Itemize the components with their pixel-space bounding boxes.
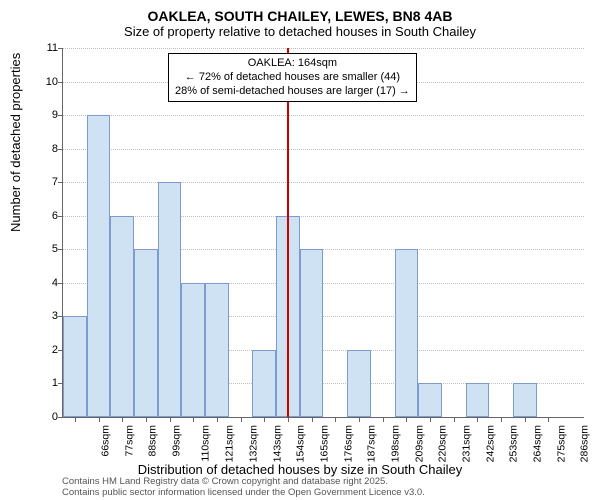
x-tick-label: 154sqm	[295, 425, 307, 462]
callout-smaller: ← 72% of detached houses are smaller (44…	[175, 71, 410, 85]
x-tick-mark	[501, 417, 502, 422]
y-tick-mark	[58, 216, 63, 217]
y-tick-label: 5	[34, 243, 58, 255]
gridline	[63, 48, 584, 49]
x-tick-label: 231sqm	[460, 425, 472, 462]
x-tick-label: 88sqm	[147, 425, 159, 457]
y-tick-label: 7	[34, 176, 58, 188]
x-tick-label: 198sqm	[389, 425, 401, 462]
x-tick-mark	[383, 417, 384, 422]
histogram-bar	[418, 383, 442, 417]
x-tick-mark	[359, 417, 360, 422]
page-subtitle: Size of property relative to detached ho…	[0, 24, 600, 43]
x-tick-label: 165sqm	[318, 425, 330, 462]
gridline	[63, 115, 584, 116]
chart-area: OAKLEA: 164sqm← 72% of detached houses a…	[62, 48, 584, 418]
x-tick-label: 77sqm	[123, 425, 135, 457]
x-tick-label: 220sqm	[437, 425, 449, 462]
x-tick-mark	[122, 417, 123, 422]
x-tick-label: 286sqm	[579, 425, 591, 462]
histogram-bar	[205, 283, 229, 417]
histogram-bar	[347, 350, 371, 417]
y-tick-mark	[58, 115, 63, 116]
page-title: OAKLEA, SOUTH CHAILEY, LEWES, BN8 4AB	[0, 0, 600, 24]
x-tick-mark	[193, 417, 194, 422]
y-tick-label: 4	[34, 277, 58, 289]
x-tick-label: 66sqm	[99, 425, 111, 457]
x-tick-label: 176sqm	[342, 425, 354, 462]
histogram-bar	[87, 115, 111, 417]
histogram-bar	[110, 216, 134, 417]
histogram-bar	[134, 249, 158, 417]
reference-line	[287, 48, 289, 417]
x-tick-label: 264sqm	[531, 425, 543, 462]
x-tick-label: 110sqm	[199, 425, 211, 462]
x-tick-label: 209sqm	[413, 425, 425, 462]
histogram-bar	[181, 283, 205, 417]
x-tick-mark	[264, 417, 265, 422]
histogram-bar	[300, 249, 324, 417]
x-tick-mark	[430, 417, 431, 422]
y-tick-label: 11	[34, 42, 58, 54]
y-tick-mark	[58, 283, 63, 284]
x-tick-mark	[454, 417, 455, 422]
chart-container: OAKLEA, SOUTH CHAILEY, LEWES, BN8 4AB Si…	[0, 0, 600, 500]
x-tick-label: 242sqm	[484, 425, 496, 462]
y-tick-label: 9	[34, 109, 58, 121]
histogram-bar	[466, 383, 490, 417]
x-axis-label: Distribution of detached houses by size …	[0, 462, 600, 477]
y-tick-mark	[58, 417, 63, 418]
callout-box: OAKLEA: 164sqm← 72% of detached houses a…	[168, 53, 417, 102]
y-tick-label: 6	[34, 210, 58, 222]
histogram-bar	[158, 182, 182, 417]
callout-title: OAKLEA: 164sqm	[175, 57, 410, 71]
chart-footnote: Contains HM Land Registry data © Crown c…	[62, 477, 584, 498]
y-tick-label: 1	[34, 377, 58, 389]
x-tick-mark	[548, 417, 549, 422]
x-tick-mark	[75, 417, 76, 422]
footnote-line-2: Contains public sector information licen…	[62, 487, 425, 498]
histogram-bar	[513, 383, 537, 417]
y-tick-mark	[58, 149, 63, 150]
x-tick-label: 121sqm	[224, 425, 236, 462]
x-tick-mark	[525, 417, 526, 422]
y-tick-label: 3	[34, 310, 58, 322]
x-tick-mark	[146, 417, 147, 422]
y-tick-label: 2	[34, 344, 58, 356]
callout-larger: 28% of semi-detached houses are larger (…	[175, 85, 410, 99]
y-axis-label: Number of detached properties	[8, 53, 23, 232]
histogram-bar	[252, 350, 276, 417]
x-tick-label: 143sqm	[271, 425, 283, 462]
histogram-bar	[63, 316, 87, 417]
gridline	[63, 182, 584, 183]
y-tick-mark	[58, 82, 63, 83]
x-tick-label: 132sqm	[247, 425, 259, 462]
x-tick-label: 99sqm	[170, 425, 182, 457]
x-tick-mark	[99, 417, 100, 422]
x-tick-mark	[241, 417, 242, 422]
gridline	[63, 216, 584, 217]
x-tick-label: 253sqm	[508, 425, 520, 462]
gridline	[63, 149, 584, 150]
x-tick-mark	[477, 417, 478, 422]
y-tick-label: 0	[34, 411, 58, 423]
x-tick-label: 187sqm	[366, 425, 378, 462]
y-tick-mark	[58, 182, 63, 183]
x-tick-mark	[312, 417, 313, 422]
x-tick-mark	[217, 417, 218, 422]
x-tick-mark	[406, 417, 407, 422]
x-tick-label: 275sqm	[555, 425, 567, 462]
y-tick-mark	[58, 249, 63, 250]
x-tick-mark	[335, 417, 336, 422]
y-tick-mark	[58, 48, 63, 49]
x-tick-mark	[170, 417, 171, 422]
x-tick-mark	[288, 417, 289, 422]
footnote-line-1: Contains HM Land Registry data © Crown c…	[62, 476, 388, 487]
y-tick-label: 10	[34, 76, 58, 88]
y-tick-label: 8	[34, 143, 58, 155]
histogram-bar	[395, 249, 419, 417]
